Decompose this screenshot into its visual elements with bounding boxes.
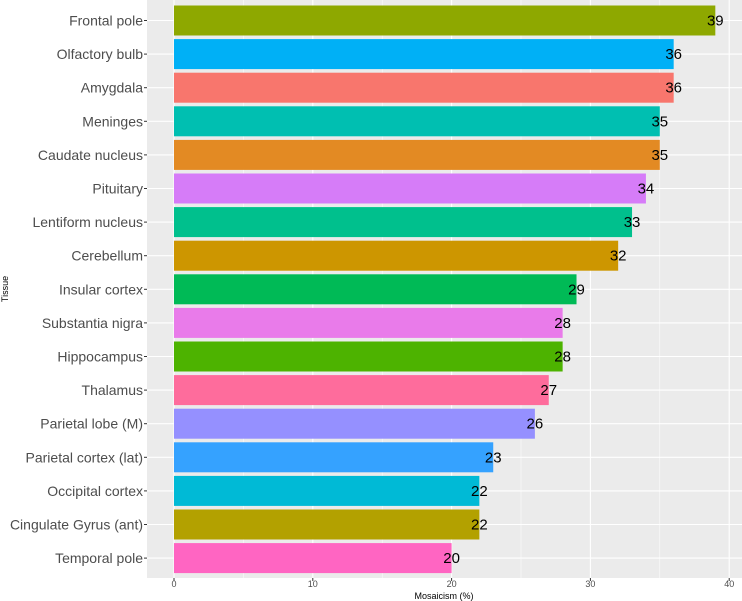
bar <box>174 274 577 305</box>
bar-value-label: 35 <box>651 147 668 164</box>
bar <box>174 106 660 137</box>
bar-value-label: 39 <box>707 13 724 30</box>
category-label: Pituitary <box>92 181 143 197</box>
bar <box>174 341 563 372</box>
category-label: Insular cortex <box>59 281 143 297</box>
bar <box>174 375 549 406</box>
bar-value-label: 34 <box>638 181 655 198</box>
bar-value-label: 28 <box>554 349 571 366</box>
bar <box>174 240 619 271</box>
category-label: Temporal pole <box>55 550 143 566</box>
bar-value-label: 20 <box>443 550 460 567</box>
bar-value-label: 36 <box>665 46 682 63</box>
bar <box>174 39 674 70</box>
category-label: Lentiform nucleus <box>32 214 143 230</box>
bar <box>174 543 452 574</box>
category-label: Amygdala <box>81 80 143 96</box>
category-label: Cerebellum <box>71 248 143 264</box>
bar-value-label: 36 <box>665 80 682 97</box>
bar <box>174 173 646 204</box>
bar <box>174 442 494 473</box>
bar <box>174 408 535 439</box>
category-label: Olfactory bulb <box>57 46 144 62</box>
x-tick-label: 10 <box>308 579 318 589</box>
y-axis-title: Tissue <box>0 276 10 302</box>
bar <box>174 72 674 103</box>
category-label: Cingulate Gyrus (ant) <box>10 517 143 533</box>
bar <box>174 207 633 238</box>
bar <box>174 475 480 506</box>
bar-value-label: 35 <box>651 113 668 130</box>
category-label: Occipital cortex <box>47 483 143 499</box>
value-axis: 0 10 20 30 40 <box>171 578 734 589</box>
category-label: Substantia nigra <box>42 315 143 331</box>
category-axis: Frontal pole Olfactory bulb Amygdala Mening… <box>10 13 147 566</box>
x-tick-label: 20 <box>447 579 457 589</box>
x-tick-label: 0 <box>171 579 176 589</box>
x-axis-title: Mosaicism (%) <box>414 591 473 601</box>
x-tick-label: 40 <box>724 579 734 589</box>
bar-value-label: 22 <box>471 483 488 500</box>
bar <box>174 5 716 36</box>
category-label: Caudate nucleus <box>38 147 143 163</box>
bar-value-label: 23 <box>485 449 502 466</box>
bar <box>174 307 563 338</box>
bar <box>174 139 660 170</box>
bar-value-label: 27 <box>540 382 557 399</box>
category-label: Parietal cortex (lat) <box>26 449 143 465</box>
bar-value-label: 26 <box>527 416 544 433</box>
category-label: Frontal pole <box>69 13 143 29</box>
bar-value-label: 29 <box>568 281 585 298</box>
category-label: Thalamus <box>82 382 143 398</box>
bar <box>174 509 480 540</box>
category-label: Hippocampus <box>57 349 143 365</box>
bar-value-label: 28 <box>554 315 571 332</box>
bars: 39 36 36 35 35 34 33 32 29 28 28 27 26 23 22 22 20 <box>174 5 724 574</box>
category-label: Meninges <box>82 113 143 129</box>
bar-value-label: 33 <box>624 214 641 231</box>
bar-value-label: 32 <box>610 248 627 265</box>
x-tick-label: 30 <box>585 579 595 589</box>
category-label: Parietal lobe (M) <box>40 416 143 432</box>
bar-value-label: 22 <box>471 517 488 534</box>
